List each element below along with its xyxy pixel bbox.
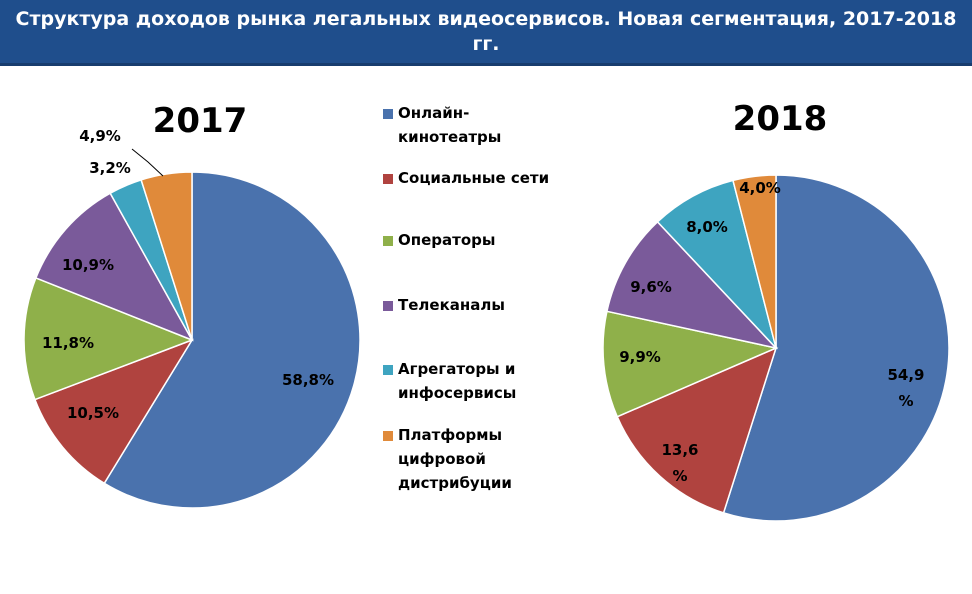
- pie-title-2018: 2018: [733, 99, 828, 139]
- legend-label-1: Онлайн-кинотеатры: [398, 104, 501, 146]
- data-label-2017-2: 10,5%: [67, 404, 119, 422]
- pie-title-2017: 2017: [153, 101, 248, 141]
- data-label-2017-3: 11,8%: [42, 334, 94, 352]
- data-label-2017-1: 58,8%: [282, 371, 334, 389]
- pie-slice-2018-2: [616, 346, 778, 514]
- legend-label-5: Агрегаторы и инфосервисы: [398, 360, 516, 402]
- pie-slice-2018-6: [732, 174, 777, 349]
- legend-swatch-3: [383, 236, 393, 246]
- pie-2017: 2017 58,8% 10,5% 11,8% 10,9% 3,2% 4,9%: [23, 101, 361, 509]
- data-label-2018-6: 4,0%: [739, 179, 781, 197]
- pie-2018: 2018 54,9 % 13,6 % 9,9% 9,6% 8,0% 4,0%: [602, 99, 950, 522]
- pie-slice-2018-4: [606, 220, 779, 350]
- legend-label-4: Телеканалы: [398, 296, 505, 314]
- leader-line: [131, 148, 164, 177]
- pie-slice-2017-2: [33, 338, 194, 485]
- legend-swatch-5: [383, 365, 393, 375]
- pie-slice-2017-3: [23, 276, 195, 401]
- data-label-2018-3: 9,9%: [619, 348, 661, 366]
- legend-label-2: Социальные сети: [398, 169, 549, 187]
- legend-swatch-6: [383, 431, 393, 441]
- pie-slice-2018-1: [722, 174, 950, 522]
- pie-slice-2017-1: [103, 171, 361, 509]
- data-label-2018-1: 54,9%: [887, 366, 924, 410]
- data-label-2018-2: 13,6%: [661, 441, 698, 485]
- legend-label-3: Операторы: [398, 231, 495, 249]
- legend-swatch-2: [383, 174, 393, 184]
- legend-swatch-1: [383, 109, 393, 119]
- chart-title: Структура доходов рынка легальных видеос…: [0, 0, 972, 66]
- data-label-2017-5: 3,2%: [89, 159, 131, 177]
- data-label-2017-4: 10,9%: [62, 256, 114, 274]
- pie-slice-2017-6: [140, 171, 193, 341]
- data-label-2018-4: 9,6%: [630, 278, 672, 296]
- pie-slice-2018-3: [602, 310, 779, 418]
- data-label-2018-5: 8,0%: [686, 218, 728, 236]
- data-label-2017-6: 4,9%: [79, 127, 121, 145]
- legend-label-6: Платформы цифровой дистрибуции: [398, 426, 512, 492]
- legend-swatch-4: [383, 301, 393, 311]
- legend: Онлайн-кинотеатры Социальные сети Оператор…: [383, 104, 549, 492]
- pie-slice-2017-4: [34, 192, 194, 342]
